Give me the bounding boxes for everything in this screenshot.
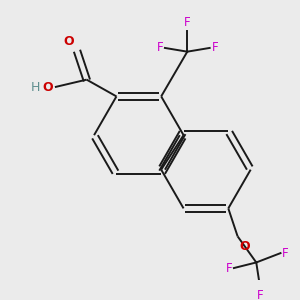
Text: F: F <box>184 16 190 29</box>
Text: F: F <box>282 247 289 260</box>
Text: O: O <box>63 35 74 48</box>
Text: F: F <box>212 41 218 54</box>
Text: O: O <box>42 81 53 94</box>
Text: F: F <box>225 262 232 275</box>
Text: F: F <box>156 41 163 54</box>
Text: O: O <box>239 240 250 253</box>
Text: F: F <box>257 289 263 300</box>
Text: H: H <box>31 81 40 94</box>
